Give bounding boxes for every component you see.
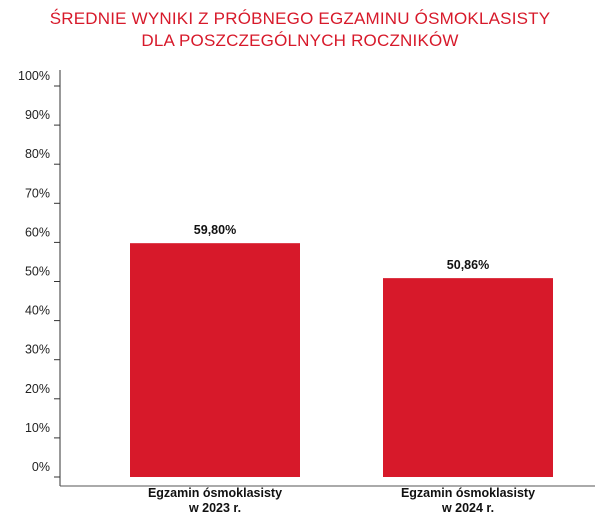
y-tick-label: 60%: [25, 225, 50, 239]
y-tick-label: 90%: [25, 108, 50, 122]
y-tick-label: 20%: [25, 382, 50, 396]
chart-title-line-1: ŚREDNIE WYNIKI Z PRÓBNEGO EGZAMINU ÓSMOK…: [49, 9, 551, 28]
y-tick-label: 30%: [25, 343, 50, 357]
category-label-2-line-2: w 2024 r.: [441, 501, 494, 515]
data-label-2: 50,86%: [447, 258, 489, 272]
chart-title-line-2: DLA POSZCZEGÓLNYCH ROCZNIKÓW: [141, 31, 459, 50]
y-tick-label: 50%: [25, 265, 50, 279]
y-tick-label: 100%: [18, 69, 50, 83]
y-tick-label: 0%: [32, 460, 50, 474]
bar-1: [130, 243, 300, 477]
category-label-1-line-1: Egzamin ósmoklasisty: [148, 486, 282, 500]
data-label-1: 59,80%: [194, 223, 236, 237]
y-tick-label: 80%: [25, 147, 50, 161]
bar-2: [383, 278, 553, 477]
y-tick-label: 40%: [25, 304, 50, 318]
category-label-1-line-2: w 2023 r.: [188, 501, 241, 515]
category-label-2-line-1: Egzamin ósmoklasisty: [401, 486, 535, 500]
y-tick-label: 70%: [25, 186, 50, 200]
chart-title: ŚREDNIE WYNIKI Z PRÓBNEGO EGZAMINU ÓSMOK…: [0, 8, 600, 52]
y-tick-label: 10%: [25, 421, 50, 435]
